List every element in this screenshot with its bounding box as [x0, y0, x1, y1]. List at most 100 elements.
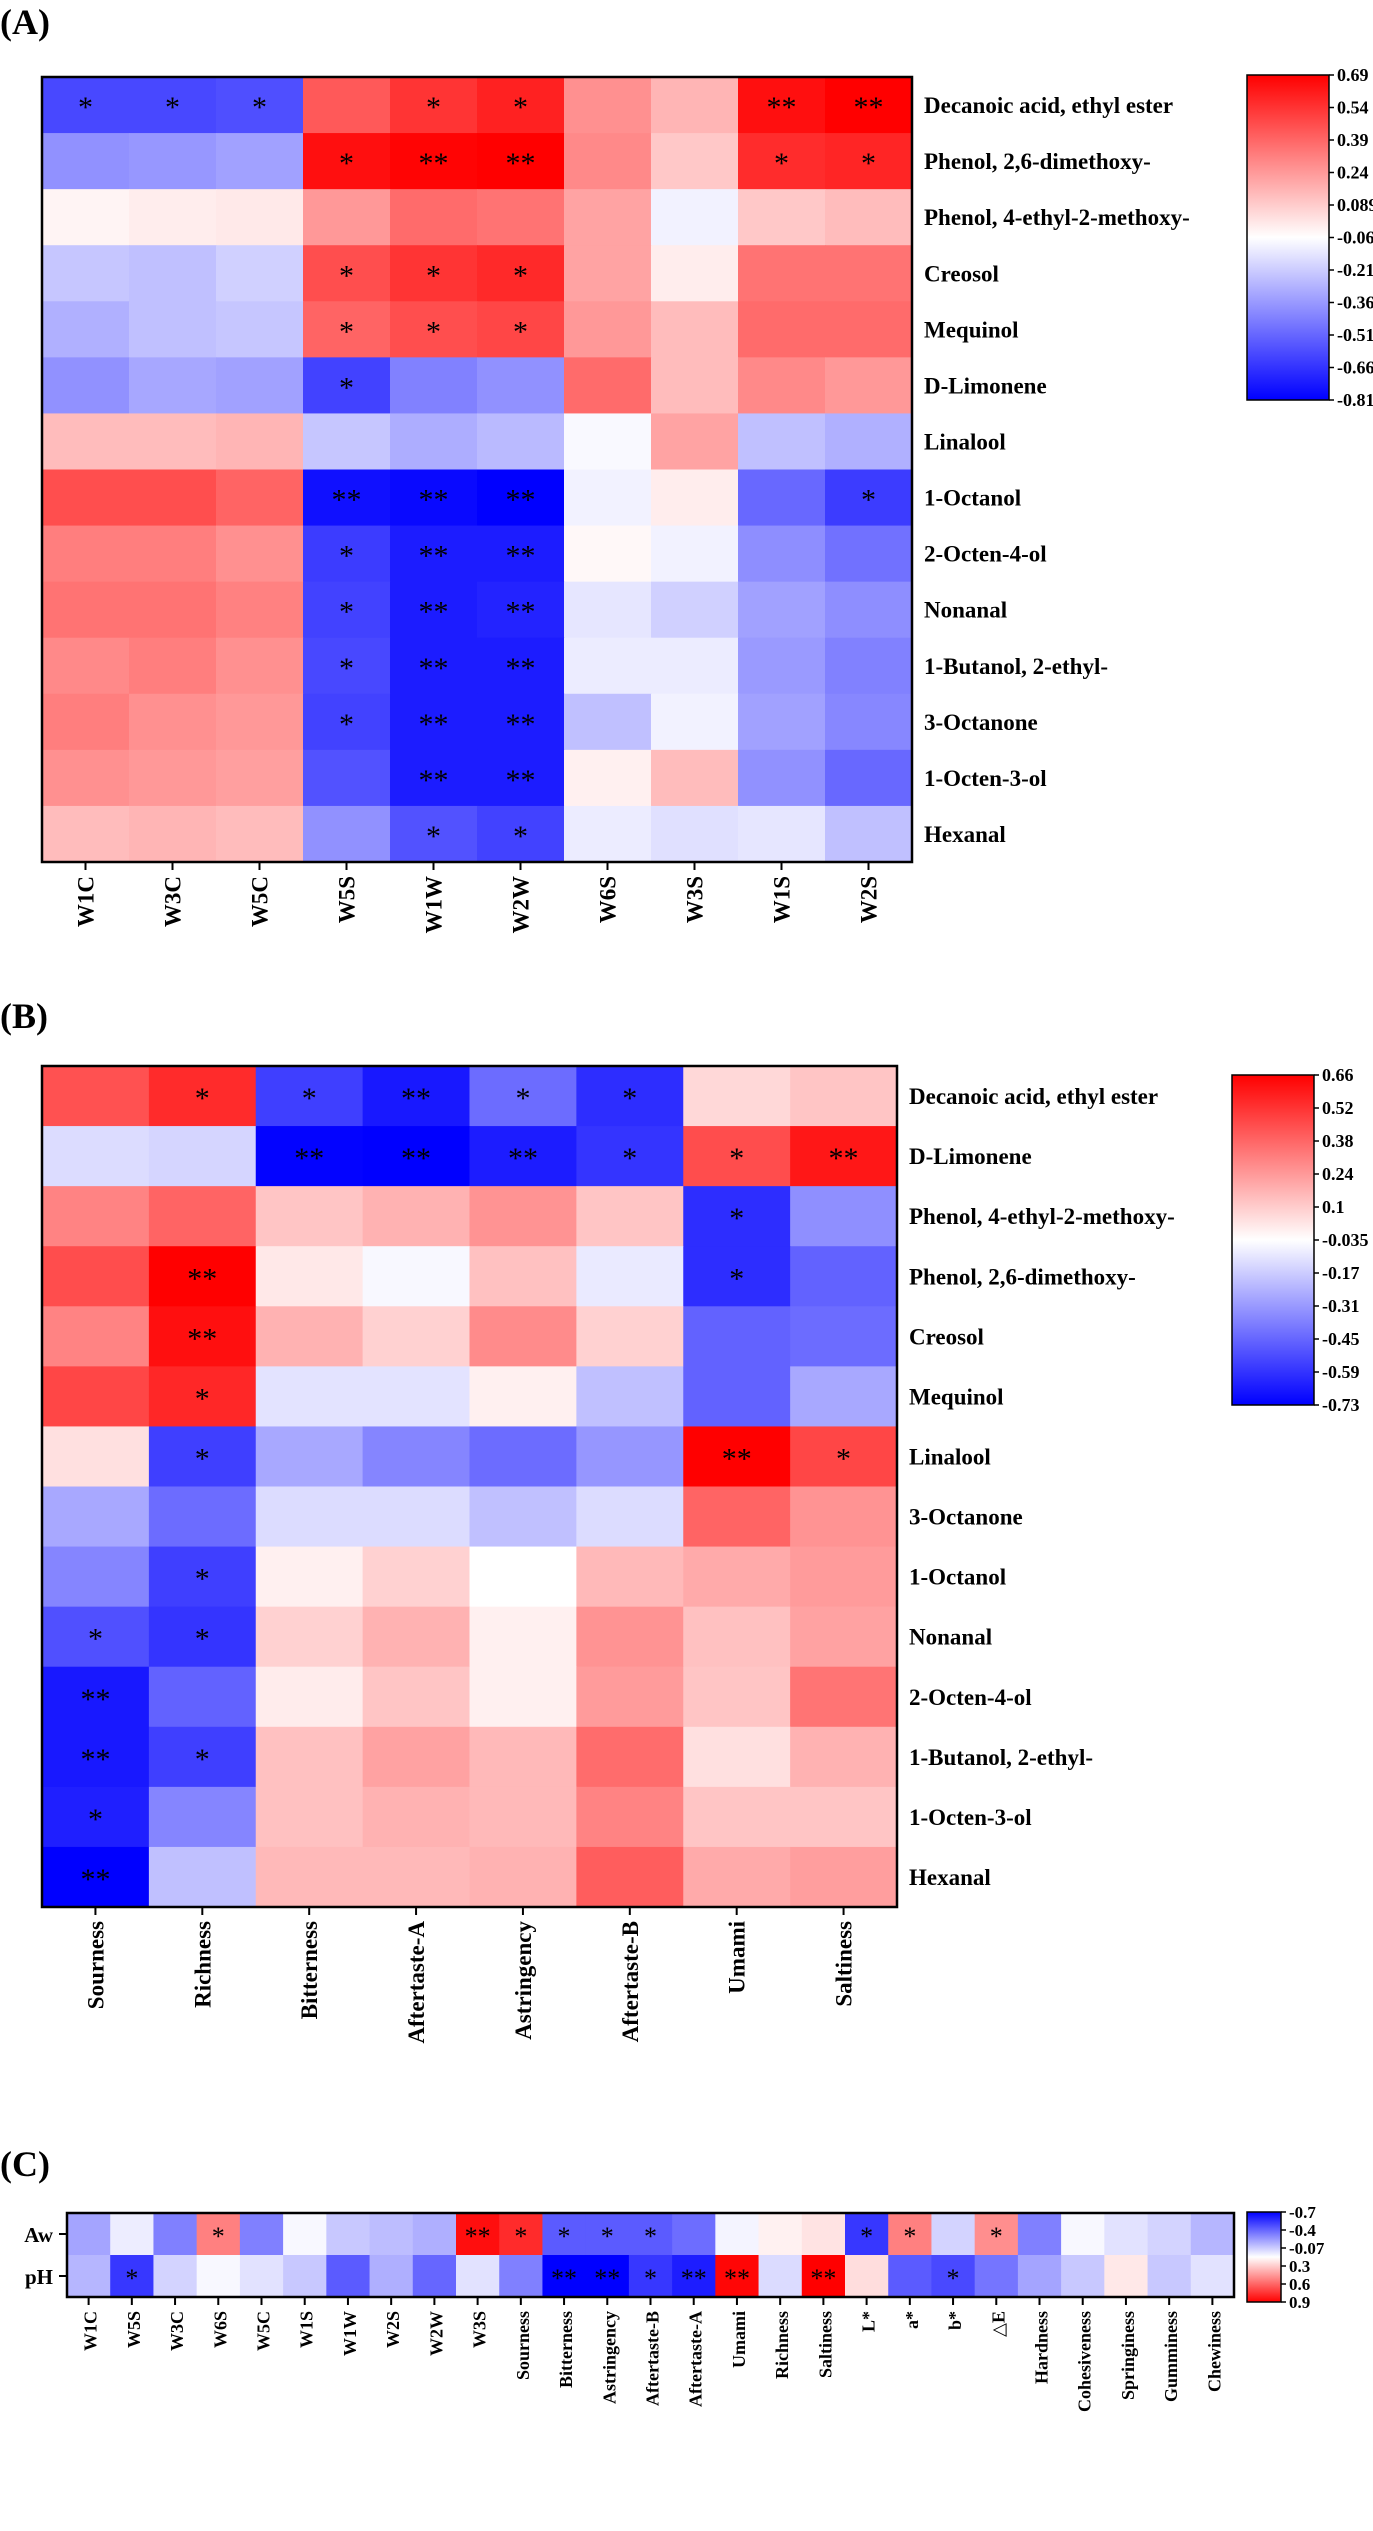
significance-mark: **: [401, 1082, 431, 1115]
significance-mark: **: [419, 764, 449, 797]
heatmap-cell: [42, 1726, 150, 1788]
heatmap-cell: [1104, 2255, 1149, 2298]
heatmap-cell: [412, 2213, 457, 2256]
heatmap-cell: [542, 2255, 587, 2298]
heatmap-cell: [42, 1066, 150, 1127]
heatmap-cell: [390, 637, 478, 695]
heatmap-cell: [790, 1426, 898, 1488]
heatmap-cell: [825, 581, 913, 639]
significance-mark: **: [80, 1863, 110, 1896]
heatmap-cell: [738, 637, 826, 695]
column-label: W2S: [857, 876, 882, 923]
significance-mark: **: [506, 764, 536, 797]
heatmap-cell: [790, 1186, 898, 1247]
row-label: 2-Octen-4-ol: [909, 1685, 1032, 1710]
column-label: W1S: [770, 876, 795, 923]
significance-mark: *: [426, 820, 441, 853]
row-label: Phenol, 4-ethyl-2-methoxy-: [924, 205, 1190, 230]
significance-mark: **: [419, 652, 449, 685]
heatmap-cell: [216, 749, 304, 807]
heatmap-cell: [303, 413, 391, 471]
heatmap-cell: [129, 357, 217, 415]
heatmap-cell: [477, 357, 565, 415]
colorbar-tick-label: -0.73: [1322, 1395, 1360, 1415]
heatmap-cell: [801, 2255, 846, 2298]
heatmap-cell: [825, 637, 913, 695]
heatmap-cell: [42, 1246, 150, 1307]
heatmap-cell: [42, 133, 130, 190]
heatmap-cell: [1017, 2255, 1062, 2298]
panel-letter-b: (B): [0, 996, 48, 1036]
heatmap-cell: [216, 805, 304, 863]
significance-mark: *: [339, 540, 354, 573]
heatmap-cell: [790, 1306, 898, 1367]
heatmap-cell: [362, 1246, 471, 1307]
heatmap-cell: [110, 2255, 155, 2298]
column-label: b*: [945, 2311, 965, 2330]
column-label: W5S: [124, 2311, 144, 2348]
column-label: W1W: [422, 876, 447, 934]
heatmap-cell: [469, 1786, 577, 1848]
row-label: 1-Octanol: [909, 1565, 1006, 1590]
heatmap-cell: [42, 469, 130, 527]
heatmap-cell: [303, 581, 391, 639]
heatmap-cell: [715, 2213, 760, 2256]
heatmap-cell: [564, 357, 652, 415]
heatmap-cell: [42, 749, 130, 807]
heatmap-cell: [825, 77, 913, 134]
heatmap-cell: [469, 1486, 577, 1548]
heatmap-cell: [651, 469, 739, 527]
significance-mark: *: [622, 1142, 637, 1175]
heatmap-cell: [469, 1546, 577, 1608]
heatmap-cell: [42, 1306, 150, 1367]
significance-mark: *: [339, 708, 354, 741]
heatmap-cell: [129, 581, 217, 639]
significance-mark: *: [515, 1082, 530, 1115]
heatmap-cell: [974, 2255, 1019, 2298]
significance-mark: **: [508, 1142, 538, 1175]
column-label: W3S: [470, 2311, 490, 2348]
column-label: Aftertaste-A: [404, 1921, 429, 2044]
heatmap-panel-b: * * ** * *** ** ** * * ***** ***** ** *** ***** ****De…: [40, 1064, 1369, 2044]
heatmap-cell: [469, 1366, 577, 1428]
significance-mark: *: [88, 1803, 103, 1836]
heatmap-cell: [576, 1786, 684, 1848]
heatmap-frame: [40, 1064, 899, 1909]
heatmap-cell: [216, 413, 304, 471]
column-label: W2W: [426, 2311, 446, 2356]
heatmap-cell: [477, 189, 565, 246]
column-label: Astringency: [599, 2311, 619, 2404]
column-label: W3C: [167, 2311, 187, 2351]
heatmap-cell: [148, 1306, 257, 1367]
heatmap-cell: [216, 133, 304, 190]
significance-mark: *: [339, 147, 354, 180]
colorbar-tick-label: -0.06: [1337, 228, 1373, 248]
heatmap-cell: [790, 1366, 898, 1428]
column-label: Sourness: [83, 1921, 108, 2009]
heatmap-cell: [651, 693, 739, 751]
column-label: Aftertaste-A: [686, 2311, 706, 2407]
panel-letter-c: (C): [0, 2144, 50, 2184]
heatmap-cell: [576, 1126, 684, 1187]
colorbar: [1246, 2211, 1282, 2303]
heatmap-cell: [651, 357, 739, 415]
heatmap-cell: [683, 1606, 791, 1668]
heatmap-cell: [585, 2255, 630, 2298]
heatmap-cell: [110, 2213, 155, 2256]
panel-letter-a: (A): [0, 2, 50, 42]
heatmap-cell: [845, 2255, 889, 2298]
column-label: Richness: [772, 2311, 792, 2379]
heatmap-cell: [390, 693, 478, 751]
significance-mark: *: [195, 1082, 210, 1115]
significance-mark: *: [252, 91, 267, 124]
heatmap-cell: [42, 805, 130, 863]
heatmap-cell: [738, 693, 826, 751]
heatmap-cell: [651, 245, 739, 302]
significance-mark: **: [332, 484, 362, 517]
row-label: Mequinol: [909, 1384, 1004, 1409]
heatmap-cell: [683, 1846, 791, 1908]
heatmap-cell: [628, 2255, 673, 2298]
heatmap-cell: [477, 581, 565, 639]
heatmap-cell: [469, 1846, 577, 1908]
heatmap-cell: [790, 1066, 898, 1127]
